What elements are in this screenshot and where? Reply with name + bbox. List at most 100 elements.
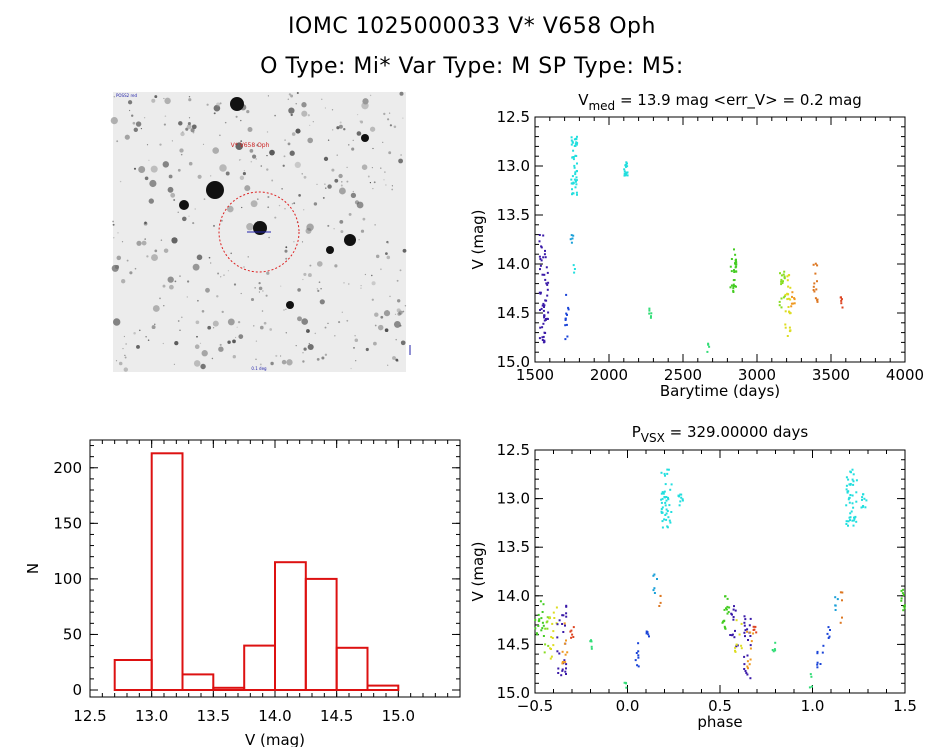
data-point [900,589,903,592]
data-point [563,622,566,625]
star [334,178,339,183]
data-point [570,241,573,244]
data-point [665,512,668,515]
data-point [851,468,854,471]
data-point [790,302,793,305]
star [139,329,141,332]
data-point [851,494,854,497]
data-point [544,627,547,630]
data-point [743,621,746,624]
data-point [576,135,578,138]
data-point [786,292,789,295]
star [182,131,184,133]
star [144,238,146,240]
data-point [788,274,791,277]
y-tick-label: 12.5 [497,108,530,126]
data-point [564,661,567,664]
star [124,354,126,357]
data-point [539,309,541,311]
data-point [839,296,842,299]
data-point [537,620,540,623]
data-point [779,272,781,275]
star [380,268,382,271]
data-point [845,484,848,487]
data-point [546,288,549,291]
data-point [552,630,555,633]
star [238,334,244,339]
data-point [565,612,568,615]
data-point [539,258,542,260]
star [301,102,307,108]
data-point [749,644,752,647]
star [391,188,394,191]
data-point [902,605,905,608]
star [126,259,129,262]
data-point [735,643,738,646]
star [287,98,290,100]
data-point [571,141,574,144]
data-point [661,526,664,529]
star [247,126,253,133]
star [340,184,343,187]
star [399,324,402,327]
panel-title-subscript: VSX [641,431,665,445]
star [177,320,180,322]
histogram-panel: 12.5 13.0 13.5 14.0 14.5 15.0 0 50 100 150 200 V (m… [24,439,461,747]
data-point [663,490,666,493]
star [131,114,134,117]
data-point [569,238,572,241]
star [127,100,133,105]
data-point [550,636,553,638]
data-point [668,519,671,522]
data-point [788,310,790,313]
star [385,184,387,186]
phased-panel: −0.5 0.0 0.5 1.0 1.5 12.5 13.0 13.5 14.0 14.5 15.0… [469,423,917,731]
data-point [590,640,593,643]
panel-title-main: P [632,423,641,441]
star [324,326,327,329]
data-point [543,339,546,342]
star [306,330,308,332]
star [289,150,295,156]
data-point [783,277,786,280]
data-point [561,669,564,672]
star [327,139,330,141]
star [212,147,219,154]
data-point [542,256,545,259]
data-point [726,612,729,615]
star [355,360,357,362]
data-point [733,636,736,639]
data-point [564,653,567,656]
data-point [563,659,566,662]
star [302,352,304,354]
data-point [653,587,656,590]
data-point [573,166,576,169]
data-point [681,498,684,501]
star [213,224,215,227]
star [163,248,169,253]
star [259,363,262,366]
star [317,289,320,292]
data-point [743,624,746,627]
data-point [848,496,851,499]
x-tick-label: 3500 [812,366,850,384]
data-point [723,608,726,611]
star [232,355,236,359]
data-point [660,510,663,513]
star [282,164,285,167]
star [144,221,147,225]
star [283,155,286,158]
data-point [840,298,843,301]
data-point [634,659,637,662]
data-point [852,483,855,486]
data-point [648,635,650,638]
data-point [900,599,903,602]
data-point [546,294,549,297]
data-point [726,597,729,600]
star [302,278,304,281]
star [350,192,357,199]
data-point [812,263,815,266]
star [167,276,174,283]
data-point [542,341,545,344]
data-point [745,671,748,674]
